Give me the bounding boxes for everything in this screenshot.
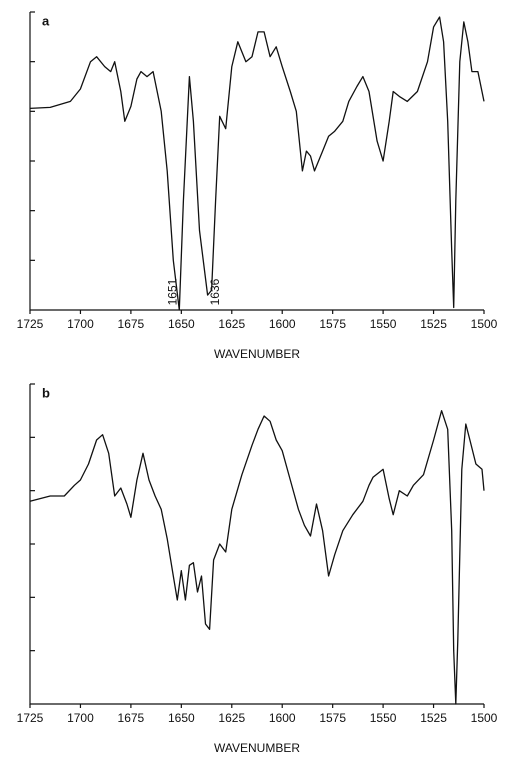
spectrum-line bbox=[29, 410, 485, 705]
peak-annotation: 1651 bbox=[165, 278, 179, 305]
x-tick-label: 1550 bbox=[370, 317, 397, 331]
x-tick-label: 1650 bbox=[168, 711, 195, 725]
x-tick-label: 1500 bbox=[471, 711, 498, 725]
x-axis-label: WAVENUMBER bbox=[214, 347, 300, 361]
x-tick-label: 1675 bbox=[118, 317, 145, 331]
x-tick-label: 1725 bbox=[17, 711, 44, 725]
x-tick-label: 1575 bbox=[319, 711, 346, 725]
peak-annotation: 1636 bbox=[208, 278, 222, 305]
x-tick-label: 1700 bbox=[67, 317, 94, 331]
x-tick-label: 1500 bbox=[471, 317, 498, 331]
panel-label: a bbox=[42, 13, 50, 28]
x-tick-label: 1550 bbox=[370, 711, 397, 725]
x-tick-label: 1600 bbox=[269, 711, 296, 725]
x-tick-label: 1525 bbox=[420, 711, 447, 725]
x-tick-label: 1525 bbox=[420, 317, 447, 331]
x-tick-label: 1650 bbox=[168, 317, 195, 331]
x-tick-label: 1725 bbox=[17, 317, 44, 331]
x-axis-label: WAVENUMBER bbox=[214, 741, 300, 755]
x-tick-label: 1575 bbox=[319, 317, 346, 331]
axis-frame bbox=[29, 12, 484, 311]
x-tick-label: 1600 bbox=[269, 317, 296, 331]
x-tick-label: 1675 bbox=[118, 711, 145, 725]
panel-label: b bbox=[42, 385, 50, 400]
x-tick-label: 1625 bbox=[218, 317, 245, 331]
x-tick-label: 1625 bbox=[218, 711, 245, 725]
spectrum-line bbox=[29, 16, 485, 311]
x-tick-label: 1700 bbox=[67, 711, 94, 725]
